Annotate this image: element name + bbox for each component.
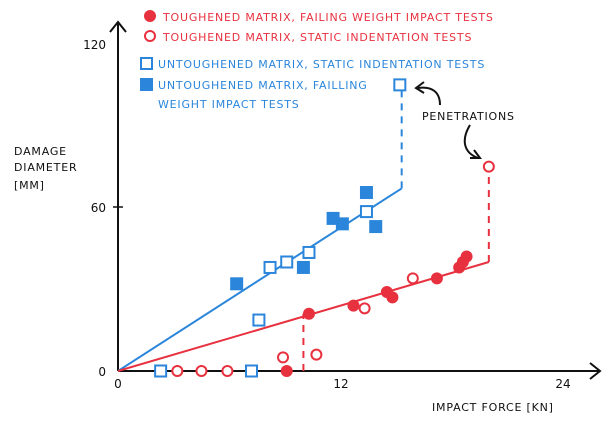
y-tick-label: 0 [98, 365, 106, 379]
data-point-open-circle [221, 365, 234, 377]
data-point-open-square [280, 255, 294, 269]
legend-open-square-icon [140, 57, 153, 70]
trend-line [117, 187, 403, 372]
x-axis-arrow [589, 362, 602, 380]
data-point-filled-square [369, 220, 383, 234]
data-point-open-square [302, 245, 316, 259]
legend-label: WEIGHT IMPACT TESTS [158, 98, 300, 111]
data-point-open-circle [358, 302, 371, 315]
axes: 0 12 24 0 60 120 IMPACT FORCE [KN] DAMAG… [14, 20, 602, 414]
data-point-filled-square [359, 186, 373, 200]
data-point-filled-circle [347, 299, 360, 312]
data-point-open-circle [171, 365, 184, 377]
legend-filled-square-icon [140, 78, 153, 91]
data-point-open-circle [310, 348, 323, 361]
penetrations-label: PENETRATIONS [422, 110, 515, 123]
legend-open-circle-icon [144, 30, 156, 42]
y-axis-label: DIAMETER [14, 161, 77, 174]
x-axis-label: IMPACT FORCE [KN] [432, 401, 554, 414]
y-axis-label: DAMAGE [14, 145, 67, 158]
data-point-filled-square [230, 277, 244, 291]
data-point-filled-circle [386, 291, 399, 304]
y-axis-label: [MM] [14, 179, 45, 192]
data-point-filled-circle [430, 272, 443, 285]
data-point-open-square [252, 313, 266, 327]
data-point-open-circle [406, 272, 419, 285]
data-point-filled-square [296, 260, 310, 274]
data-point-filled-square [335, 217, 349, 231]
legend-label: UNTOUGHENED MATRIX, FAILLING [158, 79, 368, 92]
legend: TOUGHENED MATRIX, FAILING WEIGHT IMPACT … [140, 10, 494, 111]
arrow-to-red-penetration-icon [463, 124, 482, 159]
data-point-open-square [359, 205, 373, 219]
data-point-open-square [154, 364, 168, 378]
data-point-filled-circle [460, 250, 473, 263]
legend-label: TOUGHENED MATRIX, FAILING WEIGHT IMPACT … [162, 11, 494, 24]
data-point-open-square [393, 78, 407, 92]
y-tick-label: 120 [83, 38, 106, 52]
data-point-open-square [263, 260, 277, 274]
data-point-open-circle [195, 365, 208, 377]
data-point-open-circle [277, 351, 290, 364]
data-point-open-circle [482, 160, 495, 173]
annotation: PENETRATIONS [414, 81, 515, 159]
data-point-filled-circle [280, 365, 293, 377]
y-axis-arrow [109, 20, 127, 33]
data-point-open-square [245, 364, 258, 378]
legend-label: TOUGHENED MATRIX, STATIC INDENTATION TES… [162, 31, 472, 44]
arrow-to-blue-penetration-icon [414, 81, 441, 106]
x-tick-label: 12 [333, 377, 348, 391]
legend-label: UNTOUGHENED MATRIX, STATIC INDENTATION T… [158, 58, 485, 71]
x-tick-label: 24 [555, 377, 570, 391]
x-tick-label: 0 [114, 377, 122, 391]
data-point-filled-circle [302, 307, 315, 320]
legend-filled-circle-icon [144, 10, 156, 22]
y-tick-label: 60 [91, 201, 106, 215]
